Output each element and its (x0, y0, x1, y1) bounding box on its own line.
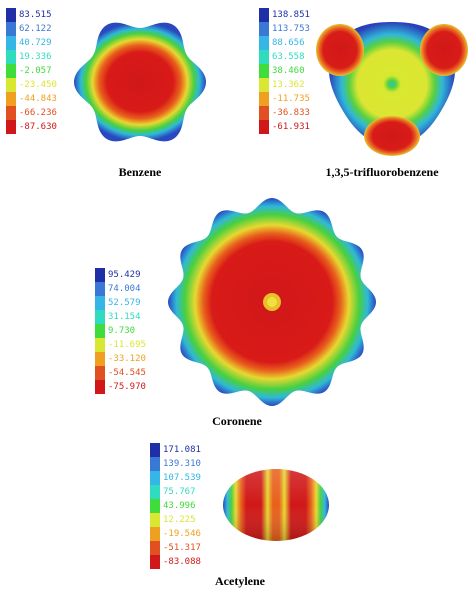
scale-value: 62.122 (19, 24, 52, 34)
fluorine-lobe-bottom (364, 116, 420, 156)
scale-swatch (6, 8, 16, 22)
scale-value: 113.753 (272, 24, 310, 34)
benzene-panel: 83.515 62.122 40.729 19.336 -2.057 -23.450 -44… (0, 0, 237, 190)
trifluorobenzene-surface (316, 22, 468, 156)
scale-swatch (150, 555, 160, 569)
scale-value: 138.851 (272, 10, 310, 20)
acetylene-surface (223, 469, 329, 541)
scale-value: 52.579 (108, 298, 141, 308)
scale-swatch (6, 78, 16, 92)
scale-value: -51.317 (163, 543, 201, 553)
scale-swatch (95, 338, 105, 352)
scale-swatch (259, 92, 269, 106)
coronene-panel: 95.429 74.004 52.579 31.154 9.730 -11.695 -33.… (0, 190, 474, 435)
scale-value: 95.429 (108, 270, 141, 280)
acetylene-caption: Acetylene (215, 574, 265, 588)
scale-value: -11.695 (108, 340, 146, 350)
scale-value: -36.833 (272, 108, 310, 118)
scale-swatch (6, 64, 16, 78)
scale-swatch (150, 443, 160, 457)
fluorine-lobe-right (420, 24, 468, 76)
scale-swatch (95, 282, 105, 296)
scale-value: 139.310 (163, 459, 201, 469)
scale-value: -61.931 (272, 122, 310, 132)
scale-value: 107.539 (163, 473, 201, 483)
scale-swatch (150, 513, 160, 527)
scale-swatch (150, 471, 160, 485)
scale-value: -19.546 (163, 529, 201, 539)
scale-swatch (259, 50, 269, 64)
scale-swatch (6, 22, 16, 36)
scale-value: -33.120 (108, 354, 146, 364)
scale-value: -44.843 (19, 94, 57, 104)
scale-value: -11.735 (272, 94, 310, 104)
scale-swatch (259, 64, 269, 78)
scale-swatch (259, 106, 269, 120)
scale-value: 83.515 (19, 10, 52, 20)
scale-swatch (150, 499, 160, 513)
scale-swatch (95, 366, 105, 380)
fluorine-lobe-left (316, 24, 364, 76)
scale-value: 9.730 (108, 326, 136, 336)
scale-swatch (259, 120, 269, 134)
scale-value: 75.767 (163, 487, 196, 497)
scale-swatch (150, 485, 160, 499)
scale-swatch (259, 8, 269, 22)
scale-swatch (150, 541, 160, 555)
scale-value: 40.729 (19, 38, 52, 48)
benzene-esp-shape (74, 22, 206, 142)
scale-value: -23.450 (19, 80, 57, 90)
scale-value: -2.057 (19, 66, 52, 76)
coronene-surface (168, 198, 376, 406)
scale-value: 63.558 (272, 52, 305, 62)
scale-swatch (259, 22, 269, 36)
scale-value: 43.996 (163, 501, 196, 511)
scale-swatch (95, 296, 105, 310)
benzene-caption: Benzene (118, 165, 162, 179)
scale-swatch (95, 352, 105, 366)
scale-value: -87.630 (19, 122, 57, 132)
scale-swatch (6, 50, 16, 64)
benzene-surface (74, 22, 206, 142)
scale-swatch (6, 120, 16, 134)
scale-swatch (6, 92, 16, 106)
scale-value: -83.088 (163, 557, 201, 567)
trifluorobenzene-caption: 1,3,5-trifluorobenzene (325, 165, 439, 179)
scale-value: 12.225 (163, 515, 196, 525)
scale-value: -75.970 (108, 382, 146, 392)
scale-swatch (150, 457, 160, 471)
scale-swatch (259, 36, 269, 50)
scale-value: -66.236 (19, 108, 57, 118)
scale-swatch (95, 268, 105, 282)
acetylene-panel: 171.081 139.310 107.539 75.767 43.996 12.225 -… (0, 435, 474, 588)
coronene-caption: Coronene (212, 414, 262, 428)
trifluorobenzene-panel: 138.851 113.753 88.656 63.558 38.460 13.362 -1… (237, 0, 474, 190)
scale-swatch (95, 380, 105, 394)
scale-swatch (6, 106, 16, 120)
scale-value: 74.004 (108, 284, 141, 294)
scale-value: 88.656 (272, 38, 305, 48)
scale-swatch (259, 78, 269, 92)
scale-swatch (95, 310, 105, 324)
scale-swatch (95, 324, 105, 338)
scale-value: -54.545 (108, 368, 146, 378)
scale-value: 171.081 (163, 445, 201, 455)
scale-value: 13.362 (272, 80, 305, 90)
scale-value: 19.336 (19, 52, 52, 62)
scale-value: 31.154 (108, 312, 141, 322)
scale-swatch (150, 527, 160, 541)
scale-swatch (6, 36, 16, 50)
coronene-center-core (267, 297, 277, 307)
scale-value: 38.460 (272, 66, 305, 76)
acetylene-shading (223, 469, 329, 541)
